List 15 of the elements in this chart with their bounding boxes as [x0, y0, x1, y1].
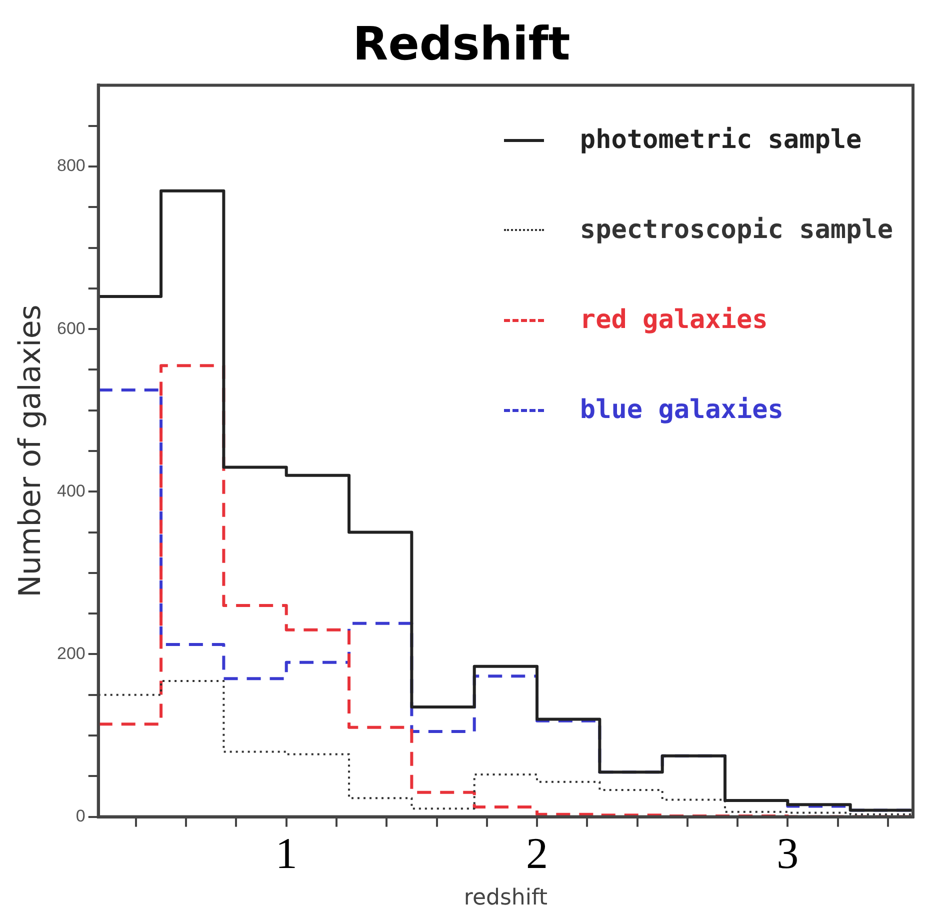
- y-tick-label: 200: [56, 644, 86, 663]
- x-axis-title: redshift: [464, 886, 548, 911]
- legend-label: spectroscopic sample: [580, 215, 893, 245]
- y-tick-label: 800: [56, 156, 86, 176]
- x-tick-label: 1: [275, 828, 298, 878]
- legend-label: blue galaxies: [580, 395, 784, 425]
- y-tick-label: 600: [56, 318, 86, 338]
- x-tick-label: 3: [776, 828, 799, 878]
- y-tick-label: 0: [76, 806, 86, 826]
- x-tick-label: 2: [526, 828, 548, 878]
- chart-title: Redshift: [352, 16, 570, 71]
- y-tick-label: 400: [56, 481, 86, 500]
- legend-label: red galaxies: [580, 305, 768, 335]
- legend-label: photometric sample: [580, 125, 862, 155]
- y-axis-title: Number of galaxies: [12, 304, 48, 598]
